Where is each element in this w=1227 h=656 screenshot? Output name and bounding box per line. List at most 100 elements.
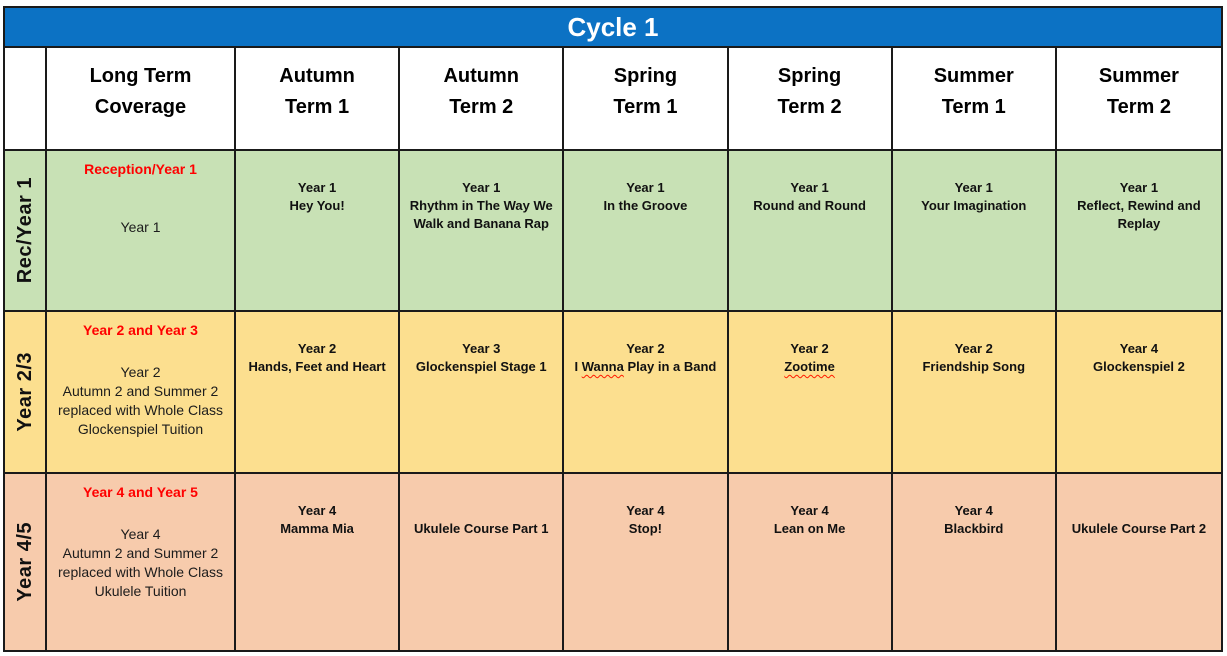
column-header-autumn-term-2: Autumn Term 2 <box>400 48 565 151</box>
coverage-cell-year-4-5: Year 4 and Year 5 Year 4 Autumn 2 and Su… <box>47 474 236 650</box>
coverage-sub-line: Year 4 <box>120 526 161 542</box>
unit-title: Your Imagination <box>902 197 1046 215</box>
unit-title: Round and Round <box>738 197 882 215</box>
column-header-line: Term 1 <box>285 96 350 118</box>
row-label-text: Year 2/3 <box>13 352 36 432</box>
unit-year: Year 2 <box>297 341 337 356</box>
unit-cell-45-summer-1: Year 4 Blackbird <box>892 474 1057 650</box>
unit-cell-23-summer-1: Year 2 Friendship Song <box>892 312 1057 474</box>
unit-title-text: Play in a Band <box>623 359 717 374</box>
unit-cell-23-spring-2: Year 2 Zootime <box>728 312 893 474</box>
unit-year <box>409 502 553 520</box>
coverage-sub-line: Year 1 <box>120 219 161 235</box>
unit-year: Year 1 <box>626 180 665 195</box>
column-header-long-term-coverage: Long Term Coverage <box>47 48 236 151</box>
unit-title: Friendship Song <box>902 358 1046 376</box>
cycle-title: Cycle 1 <box>567 11 659 42</box>
unit-year: Year 1 <box>1119 180 1159 195</box>
unit-title: Zootime <box>738 358 882 376</box>
unit-cell-rec-summer-2: Year 1 Reflect, Rewind and Replay <box>1056 151 1221 312</box>
coverage-heading: Reception/Year 1 <box>84 161 197 177</box>
column-header-line: Term 2 <box>1106 96 1171 118</box>
unit-title-text: Ukulele Course Part 2 <box>1071 521 1207 536</box>
column-header-summer-term-2: Summer Term 2 <box>1056 48 1221 151</box>
unit-title: Blackbird <box>902 520 1046 538</box>
unit-year: Year 2 <box>790 341 829 356</box>
unit-year: Year 1 <box>462 180 501 195</box>
unit-cell-rec-summer-1: Year 1 Your Imagination <box>892 151 1057 312</box>
cycle-title-bar: Cycle 1 <box>5 8 1221 48</box>
column-header-line: Autumn <box>443 65 520 87</box>
unit-title-misspelled: Zootime <box>784 359 835 374</box>
coverage-cell-rec-year-1: Reception/Year 1 Year 1 <box>47 151 236 312</box>
row-label-year-2-3: Year 2/3 <box>5 312 47 474</box>
row-label-text: Rec/Year 1 <box>13 177 36 284</box>
unit-title-text: Friendship Song <box>922 359 1026 374</box>
unit-title: Ukulele Course Part 2 <box>1066 520 1212 538</box>
coverage-sub-line: Autumn 2 and Summer 2 replaced with Whol… <box>58 545 223 599</box>
unit-title: Rhythm in The Way We Walk and Banana Rap <box>409 197 553 233</box>
unit-year: Year 4 <box>954 503 993 518</box>
unit-title-text: Hey You! <box>289 198 345 213</box>
column-header-line: Autumn <box>279 65 355 87</box>
coverage-cell-year-2-3: Year 2 and Year 3 Year 2 Autumn 2 and Su… <box>47 312 236 474</box>
coverage-heading: Year 4 and Year 5 <box>83 484 198 500</box>
column-header-line: Spring <box>777 65 842 87</box>
unit-title-text: Your Imagination <box>921 198 1027 213</box>
unit-year: Year 1 <box>297 180 337 195</box>
unit-year: Year 4 <box>297 503 337 518</box>
coverage-description: Year 2 Autumn 2 and Summer 2 replaced wi… <box>55 363 226 439</box>
unit-title-text: I <box>574 359 582 374</box>
coverage-sub-line: Year 2 <box>120 364 161 380</box>
column-header-line: Term 1 <box>613 96 678 118</box>
unit-title-misspelled: Wanna <box>581 359 624 374</box>
unit-cell-45-spring-2: Year 4 Lean on Me <box>728 474 893 650</box>
unit-title: Glockenspiel 2 <box>1066 358 1212 376</box>
curriculum-grid: Long Term Coverage Autumn Term 1 Autumn … <box>5 48 1221 650</box>
unit-title-text: Reflect, Rewind and Replay <box>1077 198 1201 231</box>
column-header-line: Term 1 <box>941 96 1006 118</box>
unit-title: Hands, Feet and Heart <box>245 358 389 376</box>
unit-year: Year 2 <box>954 341 993 356</box>
column-header-spring-term-2: Spring Term 2 <box>728 48 893 151</box>
unit-title-text: Blackbird <box>944 521 1004 536</box>
unit-year: Year 3 <box>462 341 501 356</box>
column-header-line: Summer <box>933 65 1014 87</box>
unit-year: Year 1 <box>954 180 993 195</box>
row-label-year-4-5: Year 4/5 <box>5 474 47 650</box>
coverage-sub-line: Autumn 2 and Summer 2 replaced with Whol… <box>58 383 223 437</box>
curriculum-table: Cycle 1 Long Term Coverage Autumn Term 1… <box>3 6 1223 652</box>
unit-title-text: Hands, Feet and Heart <box>248 359 386 374</box>
column-header-line: Term 2 <box>449 96 514 118</box>
unit-title: I Wanna Play in a Band <box>573 358 717 376</box>
unit-year: Year 4 <box>790 503 829 518</box>
row-label-text: Year 4/5 <box>13 522 36 602</box>
unit-year: Year 2 <box>626 341 665 356</box>
unit-title-text: Round and Round <box>753 198 866 213</box>
column-header-autumn-term-1: Autumn Term 1 <box>236 48 401 151</box>
unit-title-text: Stop! <box>628 521 663 536</box>
unit-cell-23-autumn-2: Year 3 Glockenspiel Stage 1 <box>400 312 565 474</box>
unit-cell-rec-autumn-1: Year 1 Hey You! <box>236 151 401 312</box>
column-header-line: Long Term <box>89 65 192 87</box>
unit-title: Reflect, Rewind and Replay <box>1066 197 1212 233</box>
column-header-spring-term-1: Spring Term 1 <box>564 48 729 151</box>
unit-title: Lean on Me <box>738 520 882 538</box>
coverage-description: Year 4 Autumn 2 and Summer 2 replaced wi… <box>55 525 226 601</box>
unit-title: Ukulele Course Part 1 <box>409 520 553 538</box>
column-header-line: Summer <box>1098 65 1179 87</box>
unit-title-text: Mamma Mia <box>280 521 354 536</box>
unit-year: Year 1 <box>790 180 829 195</box>
unit-title-text: Glockenspiel Stage 1 <box>415 359 547 374</box>
unit-year: Year 4 <box>626 503 665 518</box>
row-label-rec-year-1: Rec/Year 1 <box>5 151 47 312</box>
unit-cell-rec-spring-2: Year 1 Round and Round <box>728 151 893 312</box>
unit-cell-45-autumn-2: Ukulele Course Part 1 <box>400 474 565 650</box>
unit-title-text: In the Groove <box>603 198 688 213</box>
unit-cell-23-autumn-1: Year 2 Hands, Feet and Heart <box>236 312 401 474</box>
coverage-description: Year 1 <box>55 218 226 237</box>
coverage-heading: Year 2 and Year 3 <box>83 322 198 338</box>
unit-cell-23-spring-1: Year 2 I Wanna Play in a Band <box>564 312 729 474</box>
unit-title: Hey You! <box>245 197 389 215</box>
unit-title-text: Ukulele Course Part 1 <box>414 521 549 536</box>
